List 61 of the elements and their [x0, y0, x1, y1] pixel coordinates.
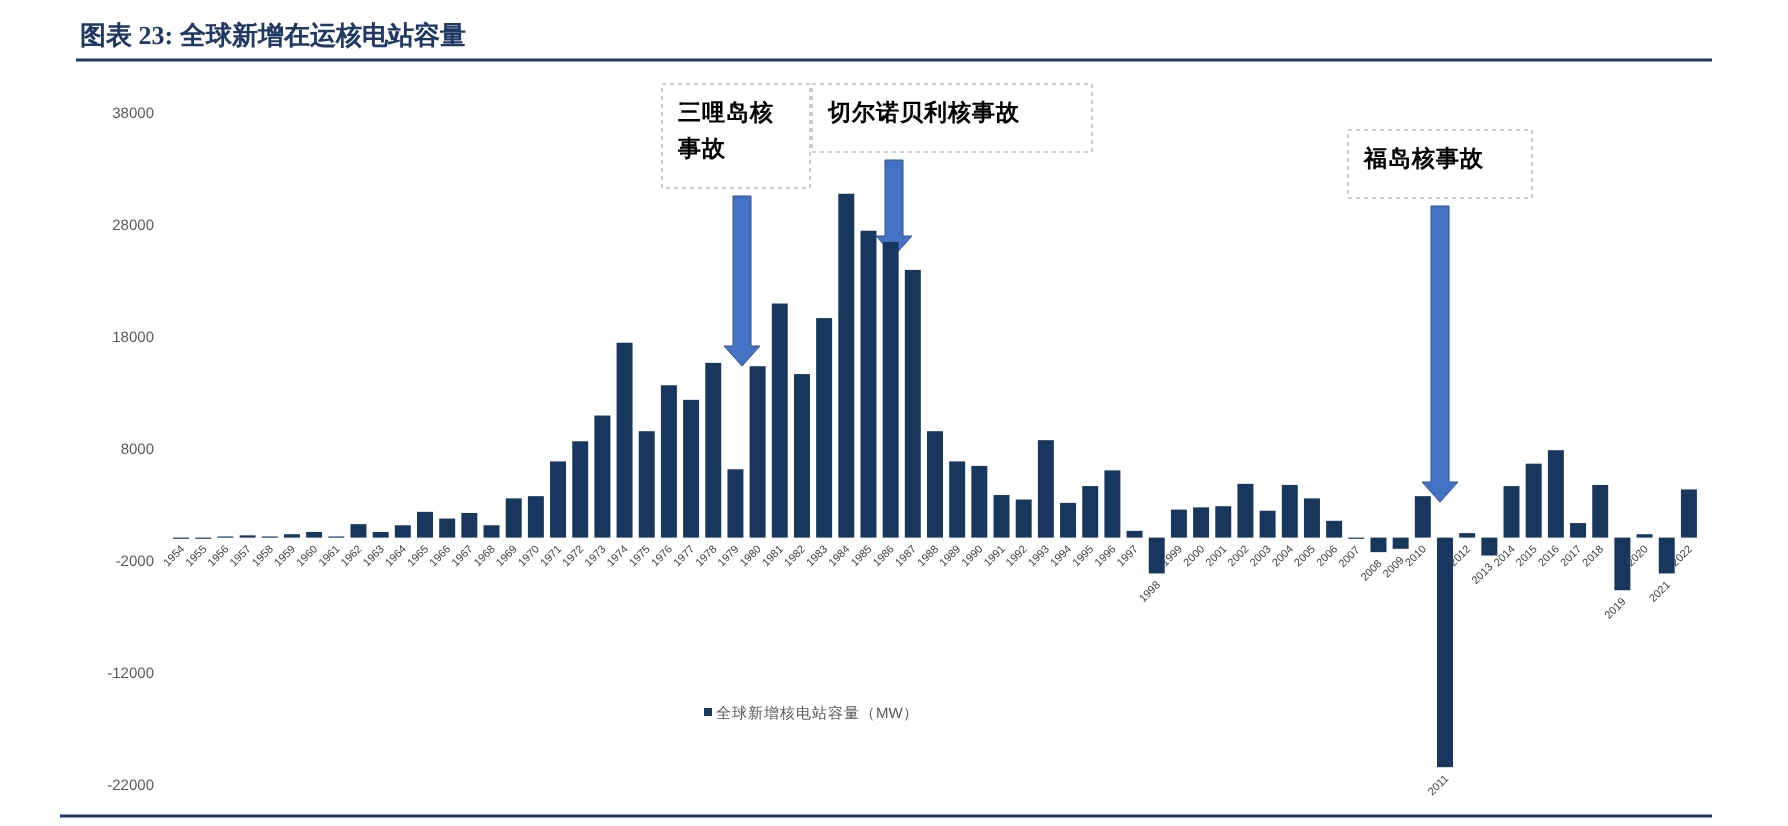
bar: [439, 518, 456, 538]
bar: [1215, 506, 1232, 538]
bar: [1303, 498, 1320, 538]
bar: [1680, 489, 1697, 538]
annotation: 福岛核事故: [1362, 144, 1486, 172]
bar: [350, 524, 367, 538]
bar: [660, 385, 677, 538]
bar: [638, 431, 655, 538]
bar: [1503, 486, 1520, 538]
bar: [1015, 499, 1032, 538]
bar: [594, 415, 611, 538]
bar: [1326, 520, 1343, 538]
bar: [771, 303, 788, 538]
bar: [550, 461, 567, 538]
bar: [1259, 510, 1276, 538]
bar: [793, 374, 810, 538]
bar: [993, 495, 1010, 538]
bar: [1148, 537, 1165, 574]
annotation: 切尔诺贝利核事故: [826, 98, 1022, 126]
bar: [1614, 537, 1631, 591]
bar: [1037, 440, 1054, 538]
title: 图表 23: 全球新增在运核电站容量: [80, 20, 466, 50]
bar: [904, 269, 921, 538]
bar: [727, 469, 744, 538]
bar: [1392, 537, 1409, 549]
bar: [1193, 507, 1210, 538]
bar: [483, 525, 500, 538]
bar: [1437, 537, 1453, 768]
bar: [1658, 537, 1675, 574]
bar: [1060, 502, 1077, 538]
bar: [1570, 523, 1587, 538]
bar: [372, 532, 389, 538]
bar: [1237, 483, 1254, 538]
bar: [505, 498, 522, 538]
bar: [1170, 509, 1187, 538]
bar: [461, 512, 478, 538]
bar: [394, 525, 411, 538]
bar: [306, 532, 323, 538]
bar: [705, 362, 722, 538]
bar: [683, 399, 700, 538]
bar: [1547, 450, 1564, 538]
bar: [572, 441, 589, 538]
bar: [527, 496, 544, 538]
bar: [1082, 486, 1099, 538]
bar: [949, 461, 966, 538]
bar: [1281, 484, 1298, 538]
bar: [1370, 537, 1387, 553]
bar: [1481, 537, 1498, 556]
annotation: 三哩岛核事故: [676, 98, 774, 162]
bar: [1414, 496, 1431, 538]
bar: [860, 230, 877, 538]
bar: [616, 342, 633, 538]
bar: [816, 318, 833, 538]
bar: [1525, 463, 1542, 538]
bar: [1592, 484, 1609, 538]
bar: [927, 431, 943, 538]
bar: [971, 465, 988, 538]
bar: [1126, 530, 1143, 538]
bar: [1104, 470, 1121, 538]
bar: [417, 511, 433, 538]
bar: [838, 193, 855, 538]
